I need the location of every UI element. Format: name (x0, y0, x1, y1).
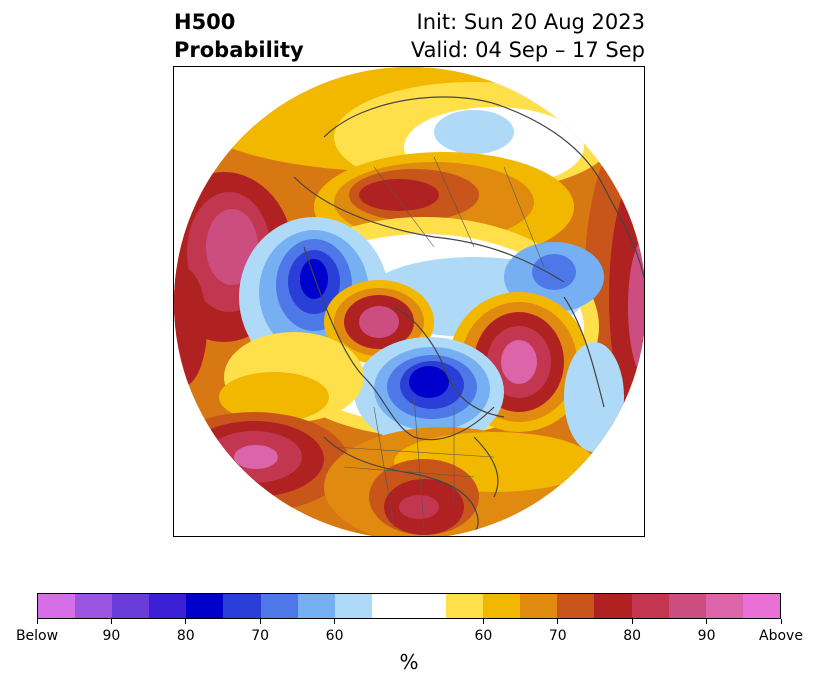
colorbar-segment (520, 594, 558, 618)
colorbar-tick (557, 619, 559, 624)
probability-map-svg (174, 67, 644, 536)
colorbar-tick-label: 90 (697, 628, 716, 644)
valid-range: Valid: 04 Sep – 17 Sep (410, 38, 645, 62)
colorbar-segment (371, 594, 409, 618)
colorbar-segment (668, 594, 706, 618)
colorbar-tick-label: 70 (251, 628, 270, 644)
pink-anomaly-pacific (234, 445, 278, 469)
colorbar-tick-label: Below (15, 628, 59, 644)
colorbar-segment (334, 594, 372, 618)
colorbar-tick-label: Above (759, 628, 803, 644)
colorbar-segment (260, 594, 298, 618)
pink-anomaly-atlantic (501, 340, 537, 384)
colorbar-segment (149, 594, 187, 618)
blue-anomaly-west (300, 259, 328, 299)
pink-anomaly-pole (359, 306, 399, 338)
blue-zone-north (434, 110, 514, 154)
colorbar-tick (780, 619, 782, 624)
red-anomaly-north (359, 179, 439, 211)
colorbar-segment (594, 594, 632, 618)
colorbar-segment (408, 594, 447, 618)
colorbar-segment (112, 594, 150, 618)
colorbar-tick (706, 619, 708, 624)
colorbar-segment (483, 594, 521, 618)
map-title: H500 Probability (174, 8, 304, 64)
colorbar-tick (631, 619, 633, 624)
colorbar-unit: % (399, 650, 419, 674)
colorbar-tick (259, 619, 261, 624)
colorbar-segment (186, 594, 224, 618)
blue-anomaly-hudson (409, 366, 449, 398)
colorbar-tick-label: 80 (623, 628, 642, 644)
pink-anomaly-east (628, 237, 644, 377)
colorbar-tick-label: 70 (548, 628, 567, 644)
colorbar-segment (223, 594, 261, 618)
colorbar-segment (75, 594, 113, 618)
colorbar-segment (297, 594, 335, 618)
colorbar-segment (705, 594, 743, 618)
polar-map (173, 66, 645, 537)
colorbar-tick (482, 619, 484, 624)
colorbar-tick (334, 619, 336, 624)
colorbar-tick (36, 619, 38, 624)
colorbar-tick (110, 619, 112, 624)
colorbar-segment (38, 594, 76, 618)
colorbar-tick-label: 80 (176, 628, 195, 644)
borders (333, 156, 545, 528)
colorbar-segment (631, 594, 669, 618)
colorbar-tick-label: 60 (474, 628, 493, 644)
colorbar-segment (742, 594, 780, 618)
colorbar-tick (185, 619, 187, 624)
colorbar-segment (446, 594, 484, 618)
colorbar (37, 593, 781, 619)
colorbar-tick-label: 90 (102, 628, 121, 644)
probability-field (174, 67, 644, 536)
title-line-1: H500 (174, 10, 236, 34)
colorbar-segment (557, 594, 595, 618)
title-line-2: Probability (174, 38, 304, 62)
colorbar-tick-label: 60 (325, 628, 344, 644)
map-dates: Init: Sun 20 Aug 2023 Valid: 04 Sep – 17… (411, 8, 645, 64)
init-date: Init: Sun 20 Aug 2023 (416, 10, 645, 34)
coastlines (293, 96, 644, 536)
